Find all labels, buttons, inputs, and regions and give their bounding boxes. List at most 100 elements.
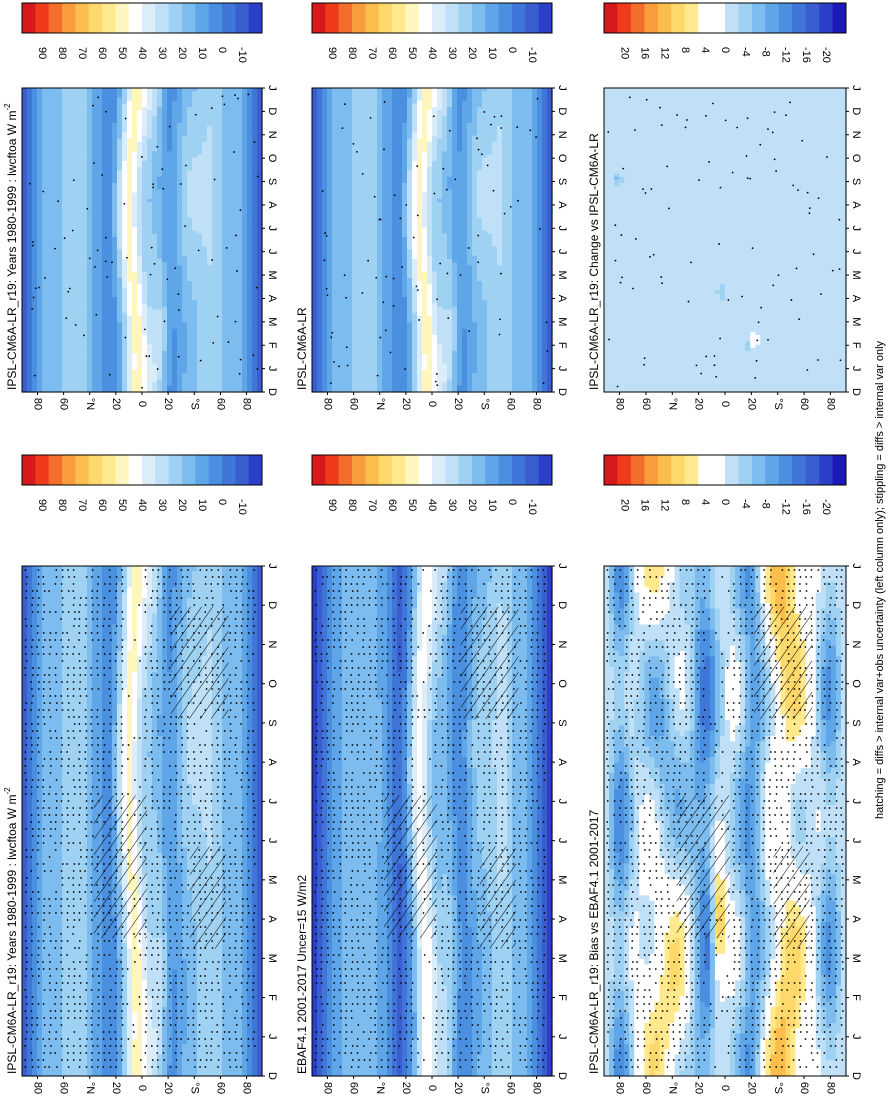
heatmap-cell	[107, 741, 113, 747]
heatmap-cell	[197, 980, 203, 986]
heatmap-cell	[187, 725, 193, 731]
heatmap-cell	[42, 853, 48, 859]
heatmap-cell	[77, 624, 83, 630]
stipple-dot	[26, 849, 28, 851]
heatmap-cell	[227, 986, 233, 992]
heatmap-cell	[242, 848, 248, 854]
heatmap-cell	[152, 678, 158, 684]
heatmap-cell	[207, 582, 213, 588]
heatmap-cell	[162, 1034, 168, 1040]
heatmap-cell	[147, 1007, 153, 1013]
heatmap-cell	[87, 890, 93, 896]
heatmap-cell	[152, 688, 158, 694]
heatmap-cell	[212, 1002, 218, 1008]
heatmap-cell	[242, 949, 248, 955]
heatmap-cell	[32, 901, 38, 907]
heatmap-cell	[72, 741, 78, 747]
heatmap-cell	[77, 720, 83, 726]
heatmap-cell	[87, 794, 93, 800]
heatmap-cell	[152, 927, 158, 933]
heatmap-cell	[247, 571, 253, 577]
heatmap-cell	[122, 603, 128, 609]
heatmap-cell	[22, 1049, 28, 1055]
heatmap-cell	[47, 1023, 53, 1029]
heatmap-cell	[72, 1034, 78, 1040]
stipple-dot	[37, 961, 39, 963]
heatmap-cell	[27, 1007, 33, 1013]
heatmap-cell	[102, 688, 108, 694]
heatmap-cell	[97, 571, 103, 577]
heatmap-cell	[192, 837, 198, 843]
heatmap-cell	[152, 1039, 158, 1045]
heatmap-cell	[157, 566, 163, 572]
stipple-dot	[38, 583, 40, 585]
heatmap-cell	[102, 630, 108, 636]
heatmap-cell	[247, 1028, 253, 1034]
heatmap-cell	[232, 821, 238, 827]
heatmap-cell	[32, 991, 38, 997]
heatmap-cell	[52, 688, 58, 694]
heatmap-cell	[227, 906, 233, 912]
heatmap-cell	[102, 566, 108, 572]
heatmap-cell	[212, 837, 218, 843]
heatmap-cell	[127, 736, 133, 742]
heatmap-cell	[117, 667, 123, 673]
heatmap-cell	[227, 853, 233, 859]
heatmap-cell	[217, 566, 223, 572]
heatmap-cell	[47, 996, 53, 1002]
heatmap-cell	[122, 943, 128, 949]
heatmap-cell	[232, 752, 238, 758]
stipple-dot	[61, 1059, 63, 1061]
heatmap-cell	[102, 991, 108, 997]
heatmap-cell	[22, 609, 28, 615]
heatmap-cell	[22, 970, 28, 976]
heatmap-cell	[57, 874, 63, 880]
heatmap-cell	[202, 1060, 208, 1066]
heatmap-cell	[252, 773, 258, 779]
heatmap-cell	[222, 1065, 228, 1071]
heatmap-cell	[227, 731, 233, 737]
heatmap-cell	[217, 991, 223, 997]
heatmap-cell	[82, 683, 88, 689]
heatmap-cell	[22, 683, 28, 689]
heatmap-cell	[232, 651, 238, 657]
heatmap-cell	[212, 996, 218, 1002]
heatmap-cell	[177, 949, 183, 955]
heatmap-cell	[182, 869, 188, 875]
heatmap-cell	[57, 725, 63, 731]
heatmap-cell	[32, 614, 38, 620]
heatmap-cell	[27, 736, 33, 742]
heatmap-cell	[132, 678, 138, 684]
heatmap-cell	[27, 609, 33, 615]
heatmap-cell	[207, 757, 213, 763]
heatmap-cell	[67, 927, 73, 933]
heatmap-cell	[137, 614, 143, 620]
heatmap-cell	[27, 720, 33, 726]
heatmap-cell	[77, 646, 83, 652]
stipple-dot	[31, 653, 33, 655]
heatmap-cell	[152, 933, 158, 939]
heatmap-cell	[157, 848, 163, 854]
heatmap-cell	[252, 800, 258, 806]
heatmap-cell	[72, 624, 78, 630]
heatmap-cell	[62, 614, 68, 620]
stipple-dot	[49, 681, 51, 683]
heatmap-cell	[57, 848, 63, 854]
heatmap-cell	[32, 720, 38, 726]
heatmap-cell	[227, 593, 233, 599]
stipple-dot	[48, 674, 50, 676]
heatmap-cell	[182, 593, 188, 599]
stipple-dot	[42, 765, 44, 767]
heatmap-cell	[132, 720, 138, 726]
heatmap-cell	[162, 779, 168, 785]
heatmap-cell	[182, 970, 188, 976]
stipple-dot	[32, 667, 34, 669]
heatmap-cell	[162, 911, 168, 917]
stipple-dot	[31, 625, 33, 627]
heatmap-cell	[107, 646, 113, 652]
stipple-dot	[31, 940, 33, 942]
heatmap-cell	[37, 1023, 43, 1029]
heatmap-cell	[152, 794, 158, 800]
heatmap-cell	[137, 635, 143, 641]
heatmap-cell	[162, 619, 168, 625]
